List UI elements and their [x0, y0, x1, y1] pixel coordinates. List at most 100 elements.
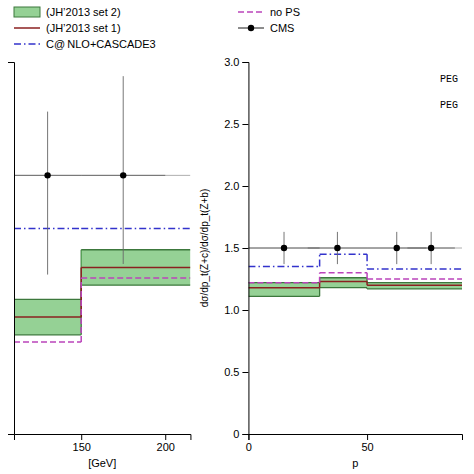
- legend-label: (JH’2013 set 2): [46, 6, 121, 18]
- band-edge: [14, 299, 81, 300]
- legend-label: (JH’2013 set 1): [46, 22, 121, 34]
- tick-label: 3.0: [224, 56, 239, 68]
- tick: 0: [233, 428, 248, 440]
- step-line: [14, 316, 81, 318]
- step-riser: [366, 254, 368, 269]
- axis-line: [8, 63, 15, 435]
- panel: 0 50 0 0.5 1.0 1.5 2.0 2.5 3.0 p dσ/dp_t(Z+c)/dσ/d…: [199, 56, 462, 469]
- tick: 1.5: [224, 242, 248, 254]
- error-bar-y: [47, 112, 48, 275]
- data-point: [120, 172, 126, 178]
- tick-label: 150: [73, 441, 91, 453]
- legend-label: C@ NLO+CASCADE3: [46, 38, 156, 50]
- legend-label: CMS: [270, 22, 294, 34]
- tick-label: 0: [246, 441, 252, 453]
- legend-swatch: [14, 7, 40, 17]
- legend: (JH’2013 set 2) (JH’2013 set 1) C@ NLO+CAS…: [14, 6, 300, 50]
- step-line: [248, 287, 319, 289]
- band-edge: [248, 282, 319, 283]
- step-riser: [319, 273, 321, 283]
- tick: 150: [73, 434, 91, 453]
- legend-item: no PS: [238, 6, 300, 18]
- tick: 0.5: [224, 366, 248, 378]
- y-axis-label: dσ/dp_t(Z+c)/dσ/dp_t(Z+b): [199, 189, 210, 308]
- step-line: [367, 278, 462, 280]
- annotation: PEG: [440, 74, 458, 85]
- axis-line: [15, 435, 191, 441]
- axis-line: [249, 435, 463, 441]
- band: [367, 283, 462, 289]
- axis-line: [242, 63, 249, 435]
- plot-area: [248, 232, 462, 296]
- tick-label: 1.0: [224, 304, 239, 316]
- band: [248, 283, 319, 297]
- legend-item: C@ NLO+CASCADE3: [14, 38, 156, 50]
- step-line: [81, 267, 190, 269]
- step-riser: [80, 278, 82, 342]
- y-axis: [8, 63, 15, 435]
- tick: 2.5: [224, 118, 248, 130]
- step-line: [367, 268, 462, 270]
- band-edge-riser: [319, 288, 320, 297]
- plot-area: [14, 76, 190, 342]
- tick-mark: [242, 434, 248, 435]
- tick: 0: [246, 434, 252, 453]
- legend-swatch: [248, 25, 254, 31]
- data-point: [281, 245, 287, 251]
- tick-mark: [367, 434, 368, 440]
- step-line: [367, 284, 462, 286]
- tick: 2.0: [224, 180, 248, 192]
- step-line: [320, 253, 367, 255]
- tick-label: 2.5: [224, 118, 239, 130]
- tick-label: 2.0: [224, 180, 239, 192]
- tick-label: 50: [361, 441, 373, 453]
- band: [320, 278, 367, 288]
- tick-label: 0.5: [224, 366, 239, 378]
- tick-mark: [165, 434, 166, 440]
- x-axis-label: [GeV]: [88, 457, 116, 469]
- step-line: [14, 341, 81, 343]
- band: [14, 299, 81, 334]
- legend-swatch: [14, 27, 40, 29]
- reference-line: [14, 175, 190, 176]
- error-bar-y: [123, 76, 124, 264]
- legend-item: CMS: [238, 22, 294, 34]
- step-line: [248, 282, 319, 284]
- tick: 3.0: [224, 56, 248, 68]
- tick-mark: [242, 248, 248, 249]
- tick: 200: [157, 434, 175, 453]
- data-point: [44, 172, 50, 178]
- tick-mark: [81, 434, 82, 440]
- step-line: [81, 228, 190, 230]
- band-edge: [320, 287, 367, 288]
- band-edge: [81, 285, 190, 286]
- step-line: [248, 266, 319, 268]
- legend-item: (JH’2013 set 2): [14, 6, 121, 18]
- band-edge: [320, 277, 367, 278]
- legend-label: no PS: [270, 6, 300, 18]
- band-edge: [81, 249, 190, 250]
- tick: 1.0: [224, 304, 248, 316]
- band: [81, 250, 190, 285]
- chart: 150 200 [GeV] (JH’2013 set 2) (JH’2013 set 1…: [0, 0, 474, 474]
- legend-swatch: [14, 43, 40, 45]
- step-line: [320, 272, 367, 274]
- tick-mark: [242, 372, 248, 373]
- tick-mark: [242, 62, 248, 63]
- step-riser: [366, 273, 368, 279]
- tick-mark: [242, 310, 248, 311]
- tick-label: 0: [233, 428, 239, 440]
- data-point: [334, 245, 340, 251]
- tick-mark: [242, 124, 248, 125]
- tick-mark: [242, 186, 248, 187]
- band-edge: [248, 296, 319, 297]
- band-edge: [367, 288, 462, 289]
- band-edge: [14, 334, 81, 335]
- tick-label: 200: [157, 441, 175, 453]
- step-riser: [319, 254, 321, 266]
- x-axis-label: p: [352, 457, 358, 469]
- tick-label: 1.5: [224, 242, 239, 254]
- x-axis: 150 200: [15, 434, 191, 453]
- data-point: [394, 245, 400, 251]
- tick: 50: [361, 434, 373, 453]
